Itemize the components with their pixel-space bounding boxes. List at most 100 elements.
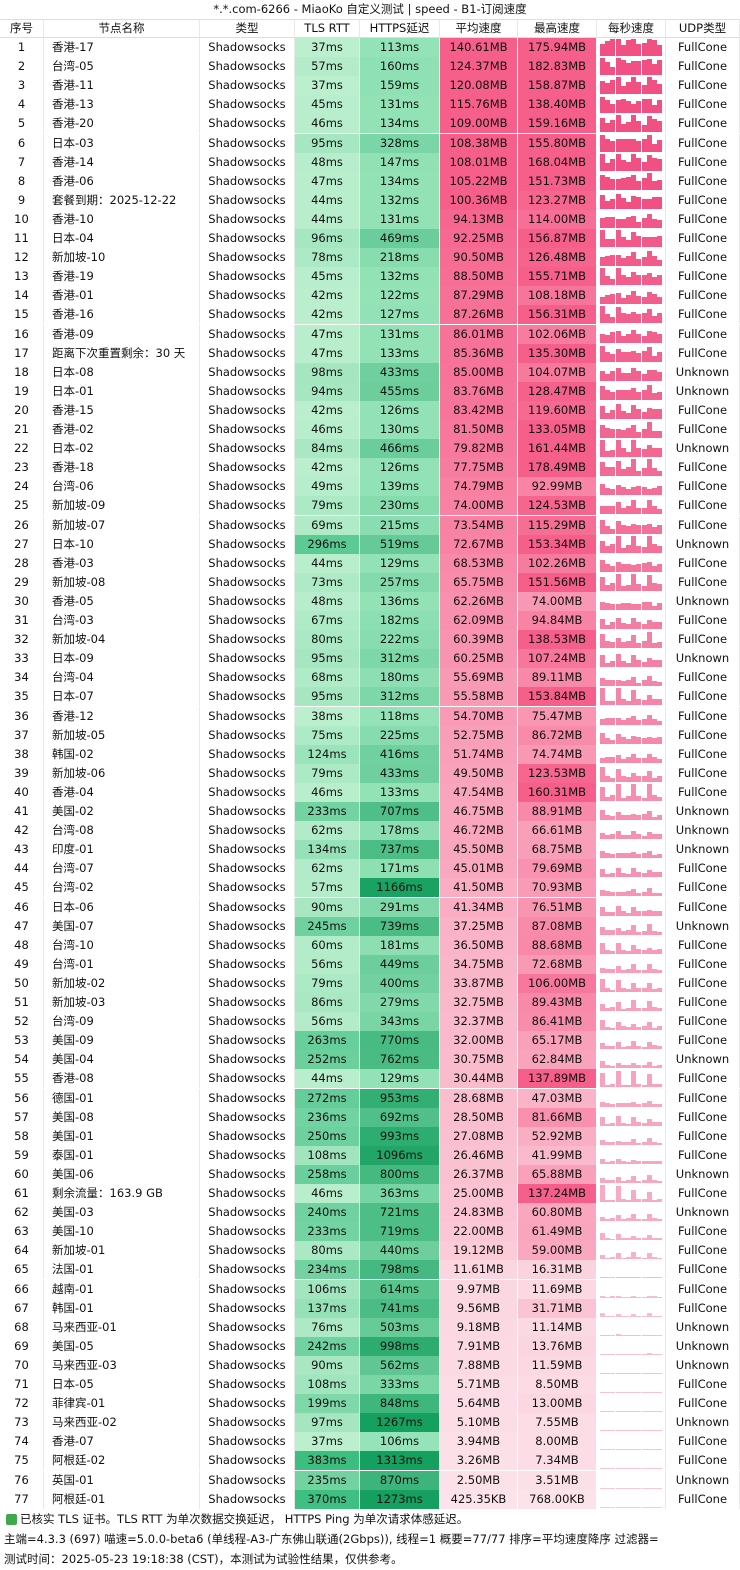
https-latency: 312ms: [360, 649, 440, 669]
sparkline-bar: [626, 891, 631, 897]
sparkline-bar: [615, 943, 621, 954]
sparkline-bar: [646, 291, 652, 305]
sparkline-bar: [646, 385, 652, 400]
node-name: 距离下次重置剩余：30 天: [44, 343, 200, 363]
sparkline-bar: [600, 1073, 605, 1088]
sparkline-bar: [610, 1238, 616, 1241]
avg-speed: 85.36MB: [440, 343, 518, 363]
sparkline-bar: [631, 1314, 637, 1317]
sparkline-bar: [610, 255, 616, 267]
sparkline-bar: [615, 1353, 621, 1355]
sparkline-bar: [605, 177, 611, 190]
sparkline-bar: [615, 980, 621, 992]
tls-rtt: 79ms: [295, 973, 360, 993]
sparkline-bar: [620, 758, 626, 763]
sparkline-bar: [657, 720, 663, 725]
sparkline-bar: [631, 868, 637, 878]
udp-type: FullCone: [666, 744, 740, 764]
speed-sparkline: [597, 305, 666, 325]
sparkline-bar: [646, 1118, 652, 1126]
sparkline-bar: [657, 1257, 663, 1260]
protocol: Shadowsocks: [200, 229, 295, 249]
max-speed: 135.30MB: [518, 343, 597, 363]
row-index: 32: [0, 630, 44, 650]
node-name: 香港-13: [44, 95, 200, 115]
speed-sparkline: [597, 1050, 666, 1070]
sparkline-bar: [626, 526, 631, 534]
avg-speed: 32.75MB: [440, 993, 518, 1013]
sparkline-bar: [626, 352, 631, 362]
sparkline-bar: [631, 138, 637, 152]
sparkline-bar: [626, 663, 631, 668]
tls-rtt: 95ms: [295, 133, 360, 153]
udp-type: FullCone: [666, 935, 740, 955]
avg-speed: 105.22MB: [440, 171, 518, 191]
udp-type: FullCone: [666, 248, 740, 268]
sparkline-bar: [631, 1116, 637, 1126]
sparkline-bar: [652, 777, 657, 782]
https-latency: 328ms: [360, 133, 440, 153]
sparkline-bar: [631, 1334, 637, 1336]
row-index: 39: [0, 763, 44, 783]
sparkline-bar: [636, 583, 642, 591]
https-latency: 433ms: [360, 362, 440, 382]
udp-type: FullCone: [666, 1107, 740, 1127]
sparkline-bar: [636, 486, 642, 496]
sparkline-bar: [610, 1084, 616, 1088]
udp-type: FullCone: [666, 687, 740, 707]
node-name: 台湾-05: [44, 57, 200, 77]
node-name: 台湾-02: [44, 878, 200, 898]
row-index: 65: [0, 1260, 44, 1280]
node-name: 美国-02: [44, 802, 200, 822]
sparkline-bar: [626, 255, 631, 267]
sparkline-bar: [600, 1296, 605, 1298]
protocol: Shadowsocks: [200, 706, 295, 726]
sparkline-bar: [652, 1257, 657, 1260]
sparkline-bar: [631, 499, 637, 515]
sparkline-bar: [615, 1071, 621, 1088]
sparkline-bar: [615, 1252, 621, 1260]
sparkline-bar: [641, 797, 647, 801]
udp-type: Unknown: [666, 840, 740, 860]
avg-speed: 51.74MB: [440, 744, 518, 764]
sparkline-bar: [626, 277, 631, 286]
protocol: Shadowsocks: [200, 439, 295, 459]
max-speed: 160.31MB: [518, 782, 597, 802]
sparkline-bar: [620, 1046, 626, 1050]
sparkline-bar: [641, 1506, 647, 1508]
sparkline-bar: [646, 1252, 652, 1260]
sparkline-bar: [620, 86, 626, 95]
sparkline-bar: [600, 619, 605, 630]
speed-sparkline: [597, 821, 666, 841]
avg-speed: 24.83MB: [440, 1203, 518, 1223]
sparkline-bar: [605, 852, 611, 859]
sparkline-bar: [646, 1468, 652, 1470]
protocol: Shadowsocks: [200, 477, 295, 497]
sparkline-bar: [657, 1008, 663, 1012]
sparkline-bar: [626, 161, 631, 171]
sparkline-bar: [631, 271, 637, 286]
sparkline-bar: [600, 576, 605, 591]
sparkline-bar: [610, 1045, 616, 1050]
udp-type: FullCone: [666, 171, 740, 191]
protocol: Shadowsocks: [200, 209, 295, 229]
sparkline-bar: [620, 911, 626, 916]
max-speed: 123.27MB: [518, 190, 597, 210]
protocol: Shadowsocks: [200, 744, 295, 764]
max-speed: 768.00KB: [518, 1489, 597, 1509]
sparkline-bar: [620, 585, 626, 591]
row-index: 1: [0, 38, 44, 58]
sparkline-bar: [631, 330, 637, 343]
sparkline-bar: [600, 217, 605, 228]
sparkline-bar: [652, 237, 657, 248]
sparkline-bar: [652, 1027, 657, 1031]
row-index: 50: [0, 973, 44, 993]
speed-sparkline: [597, 458, 666, 478]
sparkline-bar: [600, 1313, 605, 1317]
sparkline-bar: [605, 796, 611, 801]
sparkline-bar: [636, 392, 642, 400]
row-index: 28: [0, 553, 44, 573]
max-speed: 155.71MB: [518, 267, 597, 287]
avg-speed: 9.97MB: [440, 1279, 518, 1299]
sparkline-bar: [646, 1353, 652, 1355]
